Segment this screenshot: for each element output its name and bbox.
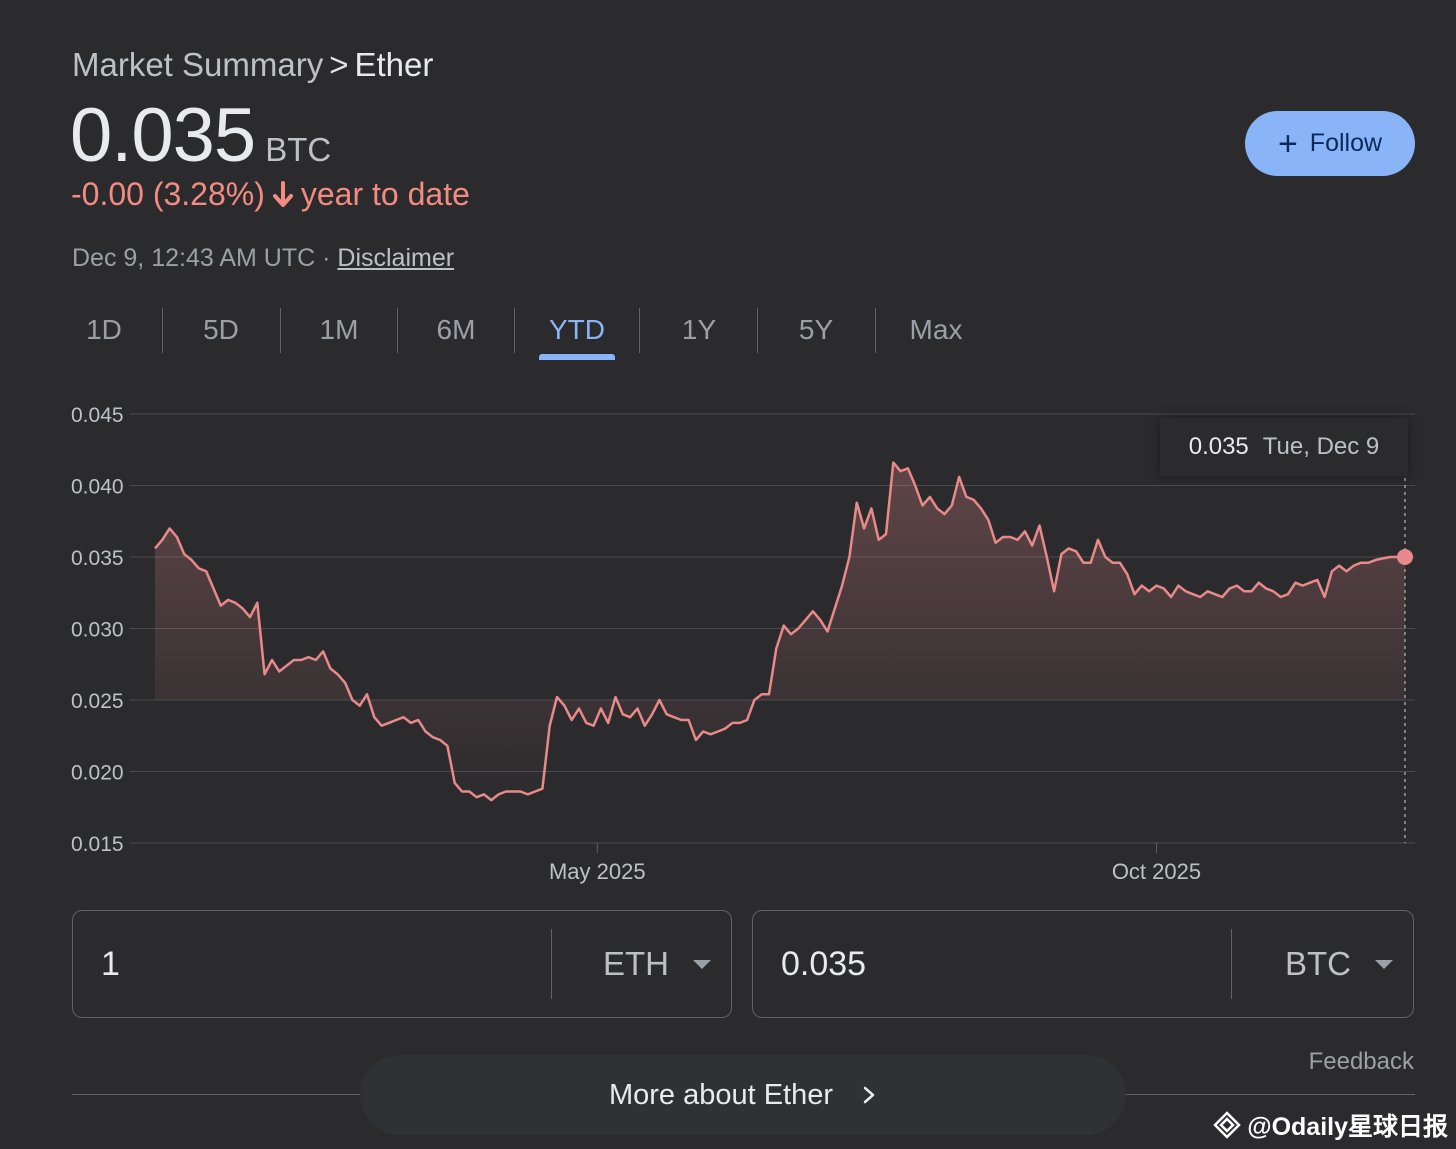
y-tick-label: 0.015 <box>71 833 124 856</box>
from-unit-select[interactable]: ETH <box>603 911 711 1017</box>
timestamp-row: Dec 9, 12:43 AM UTC · Disclaimer <box>72 244 454 273</box>
tooltip-date: Tue, Dec 9 <box>1262 433 1380 460</box>
tab-divider <box>639 308 640 353</box>
dropdown-caret-icon <box>693 959 711 969</box>
price-currency: BTC <box>265 131 332 168</box>
watermark-logo-icon <box>1213 1111 1241 1139</box>
tab-ytd[interactable]: YTD <box>549 314 605 345</box>
series-line <box>154 461 1405 802</box>
tab-max[interactable]: Max <box>909 314 963 345</box>
tab-6m[interactable]: 6M <box>436 314 476 345</box>
converter-divider <box>1231 929 1232 999</box>
chart-tooltip: 0.035 Tue, Dec 9 <box>1160 418 1408 476</box>
breadcrumb: Market Summary > Ether <box>72 46 433 84</box>
more-about-button[interactable]: More about Ether <box>360 1055 1126 1135</box>
y-tick-label: 0.040 <box>71 476 124 499</box>
to-unit-label: BTC <box>1285 945 1351 982</box>
plus-icon: + <box>1277 124 1298 163</box>
breadcrumb-parent[interactable]: Market Summary <box>72 46 324 83</box>
price-chart: 0.045 0.040 0.035 0.030 0.025 0.020 0.015 May 2… <box>0 390 1456 900</box>
change-period: year to date <box>300 176 470 212</box>
follow-label: Follow <box>1309 129 1383 157</box>
converter-from: 1 ETH <box>72 910 732 1018</box>
disclaimer-link[interactable]: Disclaimer <box>337 244 455 272</box>
x-tick-label: Oct 2025 <box>1112 859 1201 884</box>
price-value: 0.035 <box>70 93 256 178</box>
y-tick-label: 0.045 <box>71 404 124 427</box>
current-point <box>1397 549 1413 565</box>
tab-1y[interactable]: 1Y <box>681 314 717 345</box>
timestamp: Dec 9, 12:43 AM UTC <box>72 244 316 272</box>
price-change: -0.00 (3.28%) year to date <box>71 176 470 213</box>
tooltip-value: 0.035 <box>1188 433 1249 460</box>
tab-1d[interactable]: 1D <box>86 314 122 345</box>
tab-1m[interactable]: 1M <box>319 314 359 345</box>
tab-divider <box>162 308 163 353</box>
chevron-right-icon <box>863 1086 875 1104</box>
feedback-link[interactable]: Feedback <box>1308 1048 1414 1075</box>
dropdown-caret-icon <box>1375 959 1393 969</box>
chart-svg: 0.045 0.040 0.035 0.030 0.025 0.020 0.015 May 2… <box>71 404 1415 884</box>
converter-to: 0.035 BTC <box>752 910 1414 1018</box>
tab-5d[interactable]: 5D <box>203 314 239 345</box>
x-tick-label: May 2025 <box>549 859 646 884</box>
follow-button[interactable]: + Follow <box>1245 111 1415 176</box>
tab-5y[interactable]: 5Y <box>798 314 834 345</box>
tab-divider <box>397 308 398 353</box>
to-unit-select[interactable]: BTC <box>1285 911 1393 1017</box>
tab-divider <box>875 308 876 353</box>
series-area <box>155 462 1405 801</box>
change-text: -0.00 (3.28%) <box>71 176 265 212</box>
watermark-text: @Odaily星球日报 <box>1247 1113 1448 1141</box>
converter-divider <box>551 929 552 999</box>
to-amount-input[interactable]: 0.035 <box>781 944 867 983</box>
tab-divider <box>757 308 758 353</box>
y-tick-label: 0.020 <box>71 762 124 785</box>
tab-divider <box>514 308 515 353</box>
price-display: 0.035 BTC <box>70 92 331 179</box>
from-unit-label: ETH <box>603 945 669 982</box>
breadcrumb-separator: > <box>329 46 349 83</box>
y-tick-label: 0.035 <box>71 547 124 570</box>
y-tick-label: 0.030 <box>71 619 124 642</box>
from-amount-input[interactable]: 1 <box>101 944 120 983</box>
y-tick-label: 0.025 <box>71 690 124 713</box>
breadcrumb-current: Ether <box>354 46 434 83</box>
more-about-label: More about Ether <box>608 1078 834 1111</box>
meta-separator: · <box>322 244 331 272</box>
watermark: @Odaily星球日报 <box>1213 1107 1448 1143</box>
tab-divider <box>280 308 281 353</box>
arrow-down-icon <box>272 180 293 207</box>
active-tab-indicator <box>539 354 615 360</box>
